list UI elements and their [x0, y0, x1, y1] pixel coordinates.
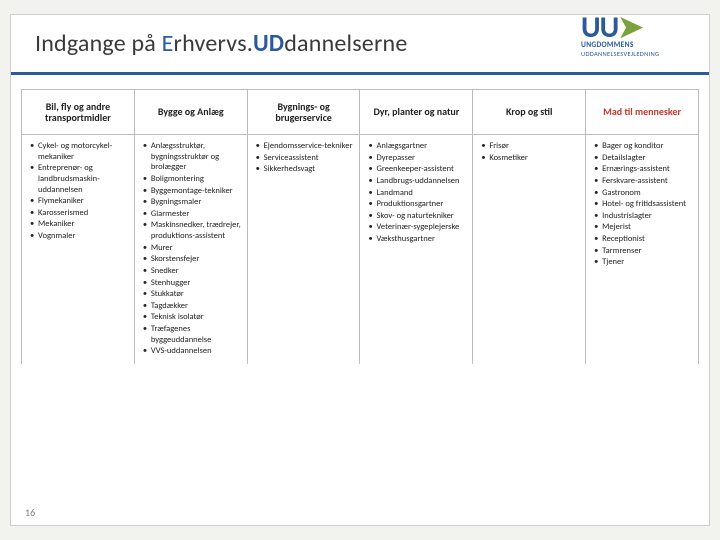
list-item: Mekaniker	[28, 219, 130, 230]
column-bygnings: Bygnings- og brugerservice Ejendomsservi…	[247, 89, 361, 364]
list-item: Stenhugger	[141, 278, 243, 289]
list-item: Frisør	[479, 141, 581, 152]
list-item: Teknisk isolatør	[141, 312, 243, 323]
list-item: Entreprenør- og landbrudsmaskin-uddannel…	[28, 163, 130, 195]
list-item: Hotel- og fritidsassistent	[592, 199, 694, 210]
title-mid: rhvervs.	[174, 29, 254, 58]
column-header: Mad til mennesker	[586, 89, 698, 135]
column-mad: Mad til mennesker Bager og konditorDetai…	[585, 89, 699, 364]
logo: UU➤ UNGDOMMENS UDDANNELSESVEJLEDNING	[581, 15, 701, 58]
list-item: Væksthusgartner	[366, 234, 468, 245]
title-pre: Indgange på	[35, 29, 162, 58]
logo-sub2: UDDANNELSESVEJLEDNING	[581, 50, 701, 58]
list-item: Skov- og naturtekniker	[366, 211, 468, 222]
column-body: AnlægsgartnerDyrepasserGreenkeeper-assis…	[360, 135, 472, 252]
title-accent-e: E	[162, 29, 174, 58]
list-item: VVS-uddannelsen	[141, 346, 243, 357]
column-bygge: Bygge og Anlæg Anlægsstruktør, bygningss…	[134, 89, 248, 364]
column-dyr: Dyr, planter og natur AnlægsgartnerDyrep…	[359, 89, 473, 364]
list-item: Karosserismed	[28, 208, 130, 219]
list-item: Snedker	[141, 266, 243, 277]
slide-title: Indgange på Erhvervs.UDdannelserne	[35, 29, 407, 58]
list-item: Bager og konditor	[592, 141, 694, 152]
column-header: Bygge og Anlæg	[135, 89, 247, 135]
list-item: Cykel- og motorcykel-mekaniker	[28, 141, 130, 162]
list-item: Produktionsgartner	[366, 199, 468, 210]
list-item: Greenkeeper-assistent	[366, 164, 468, 175]
title-post: dannelserne	[284, 29, 407, 58]
list-item: Skorstensfejer	[141, 254, 243, 265]
list-item: Tagdækker	[141, 301, 243, 312]
column-body: Ejendomsservice-teknikerServiceassistent…	[248, 135, 360, 182]
column-body: Bager og konditorDetailslagterErnærings-…	[586, 135, 698, 275]
list-item: Ferskvare-assistent	[592, 176, 694, 187]
list-item: Stukkatør	[141, 289, 243, 300]
title-bar: Indgange på Erhvervs.UDdannelserne UU➤ U…	[11, 15, 709, 75]
categories-table: Bil, fly og andre transportmidler Cykel-…	[21, 89, 699, 364]
list-item: Tarmrenser	[592, 246, 694, 257]
list-item: Flymekaniker	[28, 196, 130, 207]
list-item: Gastronom	[592, 188, 694, 199]
page-number: 16	[25, 506, 35, 519]
column-body: Anlægsstruktør, bygningsstruktør og brol…	[135, 135, 247, 364]
list-item: Landmand	[366, 188, 468, 199]
list-item: Mejerist	[592, 222, 694, 233]
list-item: Industrislagter	[592, 211, 694, 222]
column-body: FrisørKosmetiker	[473, 135, 585, 170]
slide: Indgange på Erhvervs.UDdannelserne UU➤ U…	[10, 14, 710, 526]
list-item: Serviceassistent	[254, 153, 356, 164]
list-item: Bygningsmaler	[141, 197, 243, 208]
list-item: Murer	[141, 243, 243, 254]
list-item: Ejendomsservice-tekniker	[254, 141, 356, 152]
list-item: Kosmetiker	[479, 153, 581, 164]
column-header: Krop og stil	[473, 89, 585, 135]
list-item: Veterinær-sygeplejerske	[366, 222, 468, 233]
list-item: Anlægsgartner	[366, 141, 468, 152]
column-krop: Krop og stil FrisørKosmetiker	[472, 89, 586, 364]
column-header: Dyr, planter og natur	[360, 89, 472, 135]
column-header: Bil, fly og andre transportmidler	[22, 89, 134, 135]
list-item: Vognmaler	[28, 231, 130, 242]
list-item: Sikkerhedsvagt	[254, 164, 356, 175]
list-item: Dyrepasser	[366, 153, 468, 164]
column-header: Bygnings- og brugerservice	[248, 89, 360, 135]
list-item: Receptionist	[592, 234, 694, 245]
column-transport: Bil, fly og andre transportmidler Cykel-…	[21, 89, 135, 364]
list-item: Tjener	[592, 257, 694, 268]
list-item: Ernærings-assistent	[592, 164, 694, 175]
list-item: Byggemontage-tekniker	[141, 186, 243, 197]
logo-main: UU➤	[581, 15, 701, 41]
title-accent-ud: UD	[253, 29, 284, 58]
list-item: Boligmontering	[141, 174, 243, 185]
list-item: Glarmester	[141, 209, 243, 220]
list-item: Anlægsstruktør, bygningsstruktør og brol…	[141, 141, 243, 173]
list-item: Detailslagter	[592, 153, 694, 164]
list-item: Træfagenes byggeuddannelse	[141, 324, 243, 345]
column-body: Cykel- og motorcykel-mekanikerEntreprenø…	[22, 135, 134, 249]
list-item: Maskinsnedker, trædrejer, produktions-as…	[141, 220, 243, 241]
list-item: Landbrugs-uddannelsen	[366, 176, 468, 187]
